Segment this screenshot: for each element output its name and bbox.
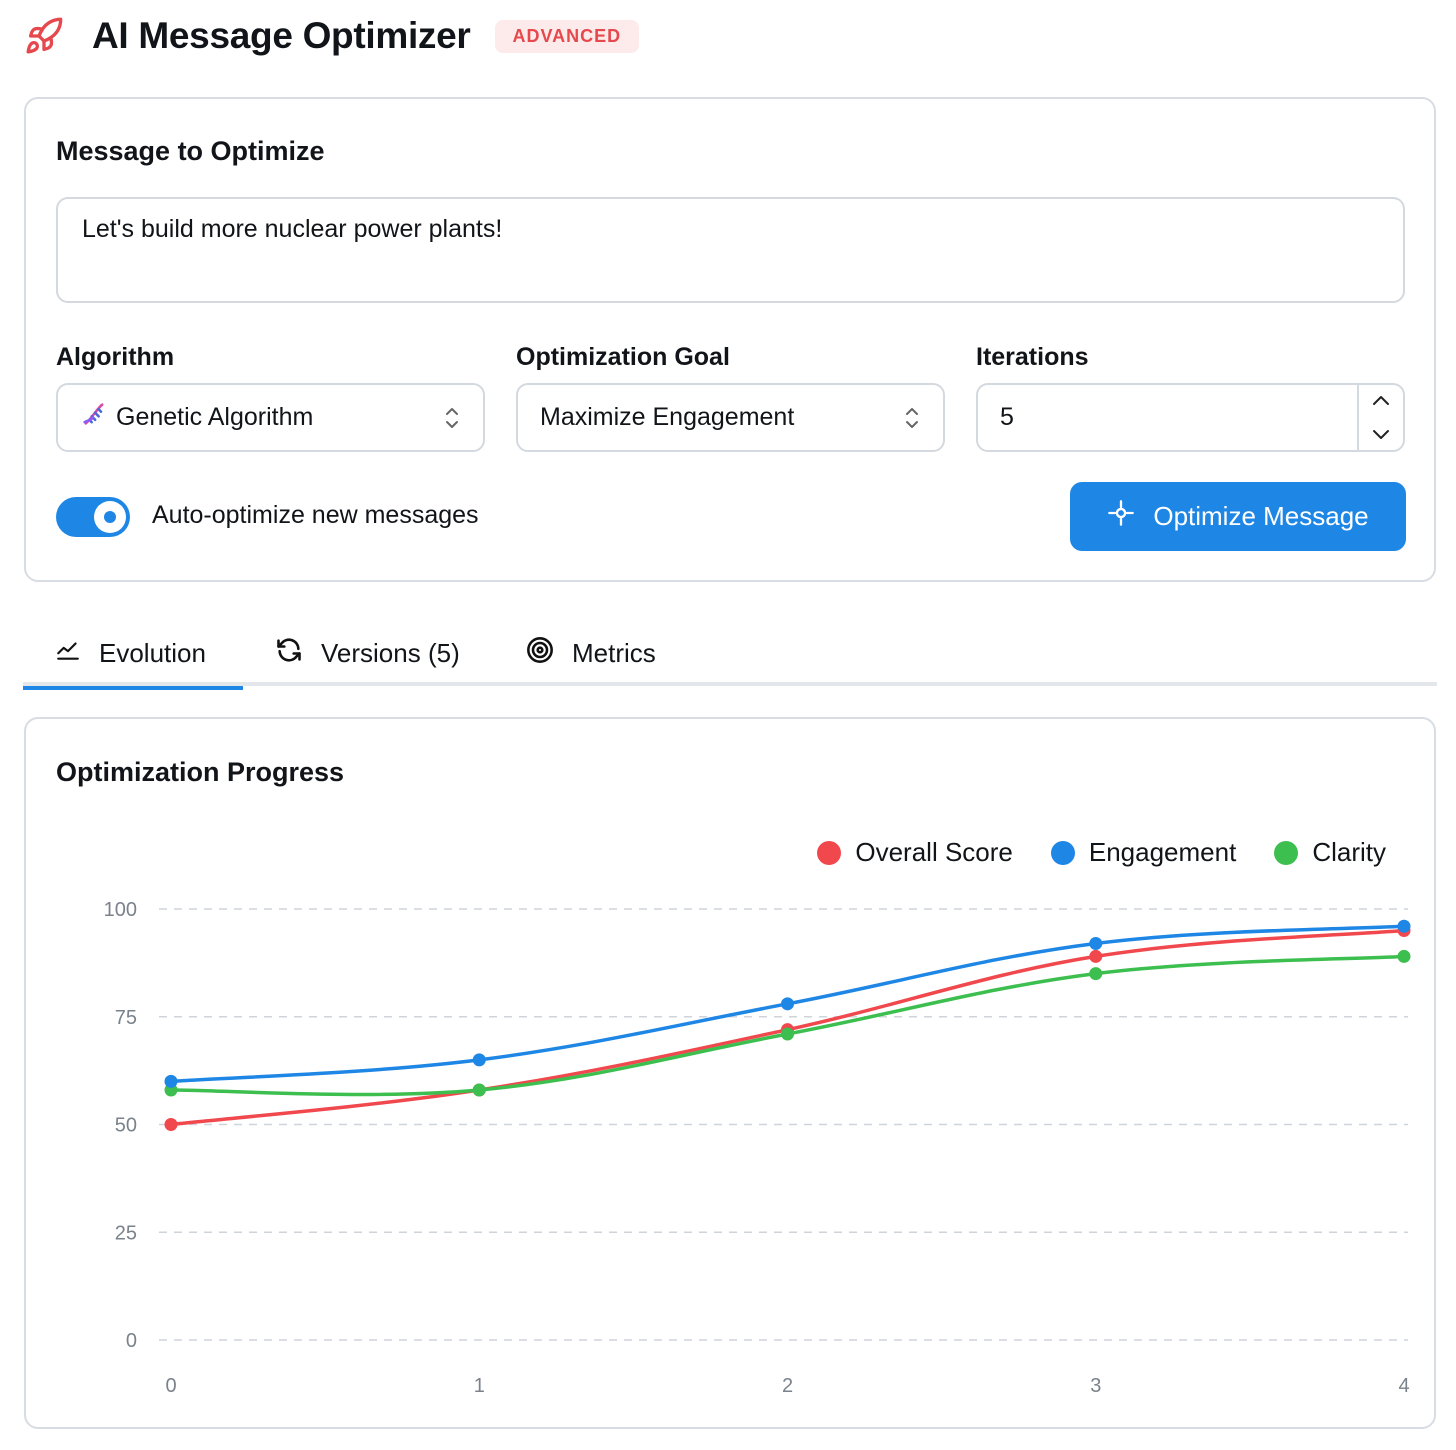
app-header: AI Message Optimizer ADVANCED — [22, 12, 640, 60]
tab-evolution[interactable]: Evolution — [23, 620, 243, 690]
x-tick-label: 0 — [165, 1375, 176, 1397]
increment-icon[interactable] — [1359, 385, 1403, 418]
trend-line-icon — [55, 637, 81, 670]
tab-label: Evolution — [99, 637, 206, 668]
chart-card: Optimization Progress Overall Score Enga… — [24, 717, 1436, 1429]
chevron-updown-icon — [903, 403, 921, 433]
rocket-icon — [22, 14, 66, 58]
tab-label: Metrics — [572, 637, 656, 668]
goal-value: Maximize Engagement — [540, 403, 795, 431]
legend-label: Clarity — [1312, 837, 1386, 867]
tab-label: Versions (5) — [321, 637, 460, 668]
x-tick-label: 4 — [1398, 1375, 1409, 1397]
legend-swatch — [817, 840, 842, 865]
data-point — [1397, 919, 1411, 933]
chevron-updown-icon — [443, 403, 461, 433]
legend-swatch — [1050, 840, 1075, 865]
x-tick-label: 1 — [474, 1375, 485, 1397]
legend-label: Engagement — [1088, 837, 1237, 867]
iterations-label: Iterations — [976, 343, 1089, 371]
legend-item: Overall Score — [817, 837, 1013, 868]
algorithm-label: Algorithm — [56, 343, 175, 371]
data-point — [1089, 967, 1103, 981]
data-point — [472, 1053, 486, 1067]
section-title: Message to Optimize — [56, 136, 325, 166]
message-input[interactable]: Let's build more nuclear power plants! — [56, 197, 1405, 303]
optimize-button-label: Optimize Message — [1153, 501, 1369, 531]
goal-label: Optimization Goal — [516, 343, 730, 371]
y-tick-label: 100 — [104, 899, 137, 921]
stepper-arrows — [1357, 385, 1403, 450]
goal-select[interactable]: Maximize Engagement — [516, 383, 945, 452]
decrement-icon[interactable] — [1359, 418, 1403, 451]
optimize-button[interactable]: Optimize Message — [1070, 482, 1406, 551]
x-tick-label: 3 — [1090, 1375, 1101, 1397]
y-tick-label: 75 — [115, 1007, 137, 1029]
data-point — [1089, 949, 1103, 963]
line-chart: 0 25 50 75 100 0 1 2 3 4 — [104, 899, 1411, 1397]
data-point — [164, 1118, 178, 1131]
refresh-icon — [275, 636, 303, 671]
algorithm-select[interactable]: Genetic Algorithm — [56, 383, 485, 452]
auto-optimize-label: Auto-optimize new messages — [152, 501, 479, 529]
legend-item: Engagement — [1050, 837, 1237, 868]
tab-versions[interactable]: Versions (5) — [275, 620, 460, 686]
y-tick-label: 0 — [126, 1330, 137, 1352]
data-point — [781, 1027, 794, 1041]
advanced-badge: ADVANCED — [494, 19, 640, 53]
legend-item: Clarity — [1274, 837, 1386, 868]
auto-optimize-toggle[interactable] — [56, 497, 130, 537]
algorithm-value: Genetic Algorithm — [116, 403, 314, 431]
y-tick-label: 50 — [115, 1115, 137, 1137]
legend-swatch — [1274, 840, 1299, 865]
chart-legend: Overall Score Engagement Clarity — [817, 837, 1386, 868]
x-tick-label: 2 — [782, 1375, 793, 1397]
tab-bar: Evolution Versions (5) Metrics — [23, 620, 1437, 690]
data-point — [472, 1083, 486, 1097]
data-point — [1089, 936, 1103, 950]
iterations-stepper[interactable]: 5 — [976, 383, 1405, 452]
composer-card: Message to Optimize Let's build more nuc… — [24, 97, 1436, 582]
data-point — [164, 1074, 178, 1088]
sparkle-icon — [1107, 499, 1135, 534]
data-point — [1397, 949, 1411, 963]
data-point — [781, 997, 794, 1011]
dna-icon — [80, 400, 108, 435]
chart-title: Optimization Progress — [56, 757, 345, 787]
tab-metrics[interactable]: Metrics — [526, 620, 656, 686]
legend-label: Overall Score — [855, 837, 1013, 867]
target-icon — [526, 636, 554, 671]
iterations-value: 5 — [1000, 403, 1014, 431]
toggle-knob — [94, 501, 126, 533]
y-tick-label: 25 — [115, 1222, 137, 1244]
app-title: AI Message Optimizer — [92, 15, 471, 56]
